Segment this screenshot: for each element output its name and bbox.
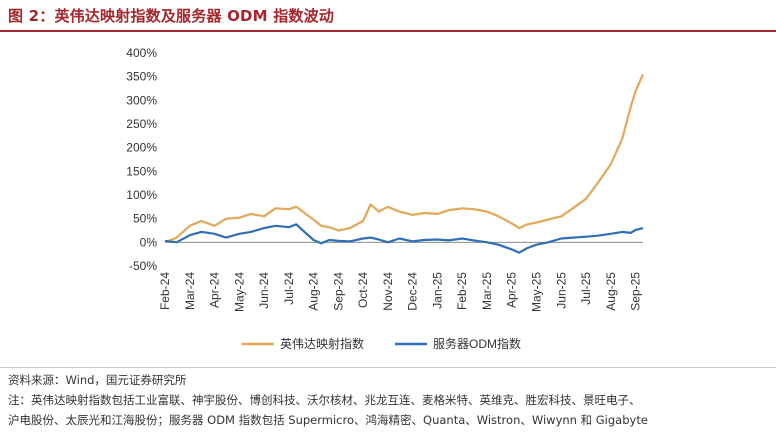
x-tick-label: Aug-24	[307, 272, 321, 311]
x-tick-label: Nov-24	[381, 272, 395, 311]
y-tick-label: 50%	[133, 212, 157, 226]
legend-label-2: 服务器ODM指数	[433, 336, 521, 351]
legend-label-1: 英伟达映射指数	[280, 336, 364, 351]
y-tick-label: 250%	[126, 117, 157, 131]
legend: 英伟达映射指数 服务器ODM指数	[242, 336, 521, 351]
series-line-2	[164, 223, 644, 254]
y-axis-ticks: 400% 350% 300% 250% 200% 150% 100% 50% 0% -50%	[126, 46, 157, 273]
source-note: 资料来源：Wind，国元证券研究所	[8, 373, 187, 387]
x-tick-label: Apr-24	[208, 272, 222, 308]
x-tick-label: Jan-25	[430, 272, 444, 309]
x-tick-label: Oct-24	[356, 272, 370, 308]
x-tick-label: Mar-24	[183, 272, 197, 310]
y-tick-label: 300%	[126, 93, 157, 107]
y-tick-label: 400%	[126, 46, 157, 60]
x-tick-label: Sep-25	[629, 272, 643, 311]
notes-divider	[0, 367, 776, 368]
x-axis-ticks: Feb-24 Mar-24 Apr-24 May-24 Jun-24 Jul-24 Aug-…	[158, 272, 643, 312]
x-tick-label: May-24	[232, 272, 246, 312]
x-tick-label: Feb-25	[455, 272, 469, 310]
footnote-line-2: 沪电股份、太辰光和江海股份；服务器 ODM 指数包括 Supermicro、鸿海…	[8, 413, 648, 427]
x-tick-label: Feb-24	[158, 272, 172, 310]
line-chart: 400% 350% 300% 250% 200% 150% 100% 50% 0% -50% Fe…	[126, 46, 645, 351]
x-tick-label: Jul-25	[579, 272, 593, 305]
series-layer	[164, 73, 645, 254]
x-tick-label: Jun-25	[554, 272, 568, 309]
y-tick-label: 350%	[126, 70, 157, 84]
y-tick-label: -50%	[129, 259, 157, 273]
figure-title: 图 2：英伟达映射指数及服务器 ODM 指数波动	[8, 7, 335, 25]
x-tick-label: May-25	[530, 272, 544, 312]
x-tick-label: Jul-24	[282, 272, 296, 305]
y-tick-label: 150%	[126, 164, 157, 178]
y-tick-label: 100%	[126, 188, 157, 202]
x-tick-label: Sep-24	[331, 272, 345, 311]
footnote-line-1: 注：英伟达映射指数包括工业富联、神宇股份、博创科技、沃尔核材、兆龙互连、麦格米特…	[8, 393, 641, 407]
x-tick-label: Apr-25	[505, 272, 519, 308]
x-tick-label: Aug-25	[604, 272, 618, 311]
series-line-1	[164, 73, 645, 244]
title-divider	[0, 30, 776, 32]
y-tick-label: 0%	[140, 235, 158, 249]
x-tick-label: Dec-24	[406, 272, 420, 311]
x-tick-label: Mar-25	[480, 272, 494, 310]
x-tick-label: Jun-24	[257, 272, 271, 309]
y-tick-label: 200%	[126, 141, 157, 155]
